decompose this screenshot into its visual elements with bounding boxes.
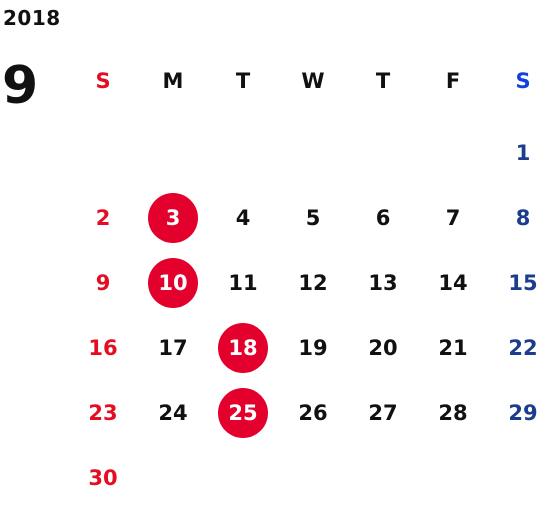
day-number: 4	[235, 205, 251, 230]
day-number: 28	[438, 400, 468, 425]
day-cell[interactable]: 6	[348, 185, 418, 250]
weekday-monday: M	[162, 69, 184, 93]
day-number: 15	[508, 270, 538, 295]
day-cell[interactable]: 25	[208, 380, 278, 445]
day-number: 8	[515, 205, 531, 230]
empty-cell	[278, 120, 348, 185]
day-number: 6	[375, 205, 391, 230]
day-number: 17	[158, 335, 188, 360]
day-cell[interactable]: 30	[68, 445, 138, 510]
weekday-tuesday: T	[235, 69, 251, 93]
day-cell[interactable]: 21	[418, 315, 488, 380]
day-cell[interactable]: 24	[138, 380, 208, 445]
empty-cell	[208, 120, 278, 185]
day-number: 11	[228, 270, 258, 295]
weekday-friday: F	[445, 69, 461, 93]
day-cell[interactable]: 11	[208, 250, 278, 315]
day-cell[interactable]: 22	[488, 315, 548, 380]
day-cell[interactable]: 2	[68, 185, 138, 250]
day-number: 13	[368, 270, 398, 295]
day-number: 14	[438, 270, 468, 295]
weekday-sunday: S	[95, 69, 111, 93]
day-number: 12	[298, 270, 328, 295]
day-cell[interactable]: 3	[138, 185, 208, 250]
day-number: 24	[158, 400, 188, 425]
weekday-wednesday: W	[301, 69, 325, 93]
weekday-thursday: T	[375, 69, 391, 93]
day-cell[interactable]: 19	[278, 315, 348, 380]
day-cell[interactable]: 14	[418, 250, 488, 315]
day-cell[interactable]: 12	[278, 250, 348, 315]
day-number: 16	[88, 335, 118, 360]
day-cell[interactable]: 13	[348, 250, 418, 315]
day-cell[interactable]: 1	[488, 120, 548, 185]
day-cell[interactable]: 4	[208, 185, 278, 250]
day-cell[interactable]: 9	[68, 250, 138, 315]
day-cell[interactable]: 10	[138, 250, 208, 315]
day-cell[interactable]: 28	[418, 380, 488, 445]
day-cell[interactable]: 20	[348, 315, 418, 380]
day-number: 9	[95, 270, 111, 295]
day-number: 23	[88, 400, 118, 425]
weekday-saturday: S	[515, 69, 531, 93]
day-cell[interactable]: 26	[278, 380, 348, 445]
day-number: 19	[298, 335, 328, 360]
day-cell[interactable]: 16	[68, 315, 138, 380]
calendar-grid: 1 2 3 4 5 6 7 8 9 10 11 12 13 14 15 16 17 18 19 20 21 22 23 24 2…	[68, 120, 548, 510]
year-label: 2018	[3, 6, 61, 30]
empty-cell	[68, 120, 138, 185]
day-cell[interactable]: 8	[488, 185, 548, 250]
empty-cell	[348, 120, 418, 185]
day-number-holiday: 10	[148, 257, 198, 308]
day-number: 30	[88, 465, 118, 490]
day-number: 29	[508, 400, 538, 425]
day-number: 7	[445, 205, 461, 230]
day-cell[interactable]: 5	[278, 185, 348, 250]
day-cell[interactable]: 18	[208, 315, 278, 380]
day-cell[interactable]: 15	[488, 250, 548, 315]
day-number-holiday: 3	[148, 192, 198, 243]
day-number: 27	[368, 400, 398, 425]
day-number: 20	[368, 335, 398, 360]
day-cell[interactable]: 17	[138, 315, 208, 380]
day-number: 21	[438, 335, 468, 360]
day-number: 26	[298, 400, 328, 425]
weekday-header-row: S M T W T F S	[68, 66, 548, 96]
day-number: 22	[508, 335, 538, 360]
day-cell[interactable]: 29	[488, 380, 548, 445]
day-number: 2	[95, 205, 111, 230]
day-cell[interactable]: 7	[418, 185, 488, 250]
day-number: 1	[515, 140, 531, 165]
day-cell[interactable]: 23	[68, 380, 138, 445]
empty-cell	[418, 120, 488, 185]
month-number: 9	[2, 56, 39, 116]
day-number-holiday: 18	[218, 322, 268, 373]
day-number: 5	[305, 205, 321, 230]
empty-cell	[138, 120, 208, 185]
day-cell[interactable]: 27	[348, 380, 418, 445]
day-number-holiday: 25	[218, 387, 268, 438]
